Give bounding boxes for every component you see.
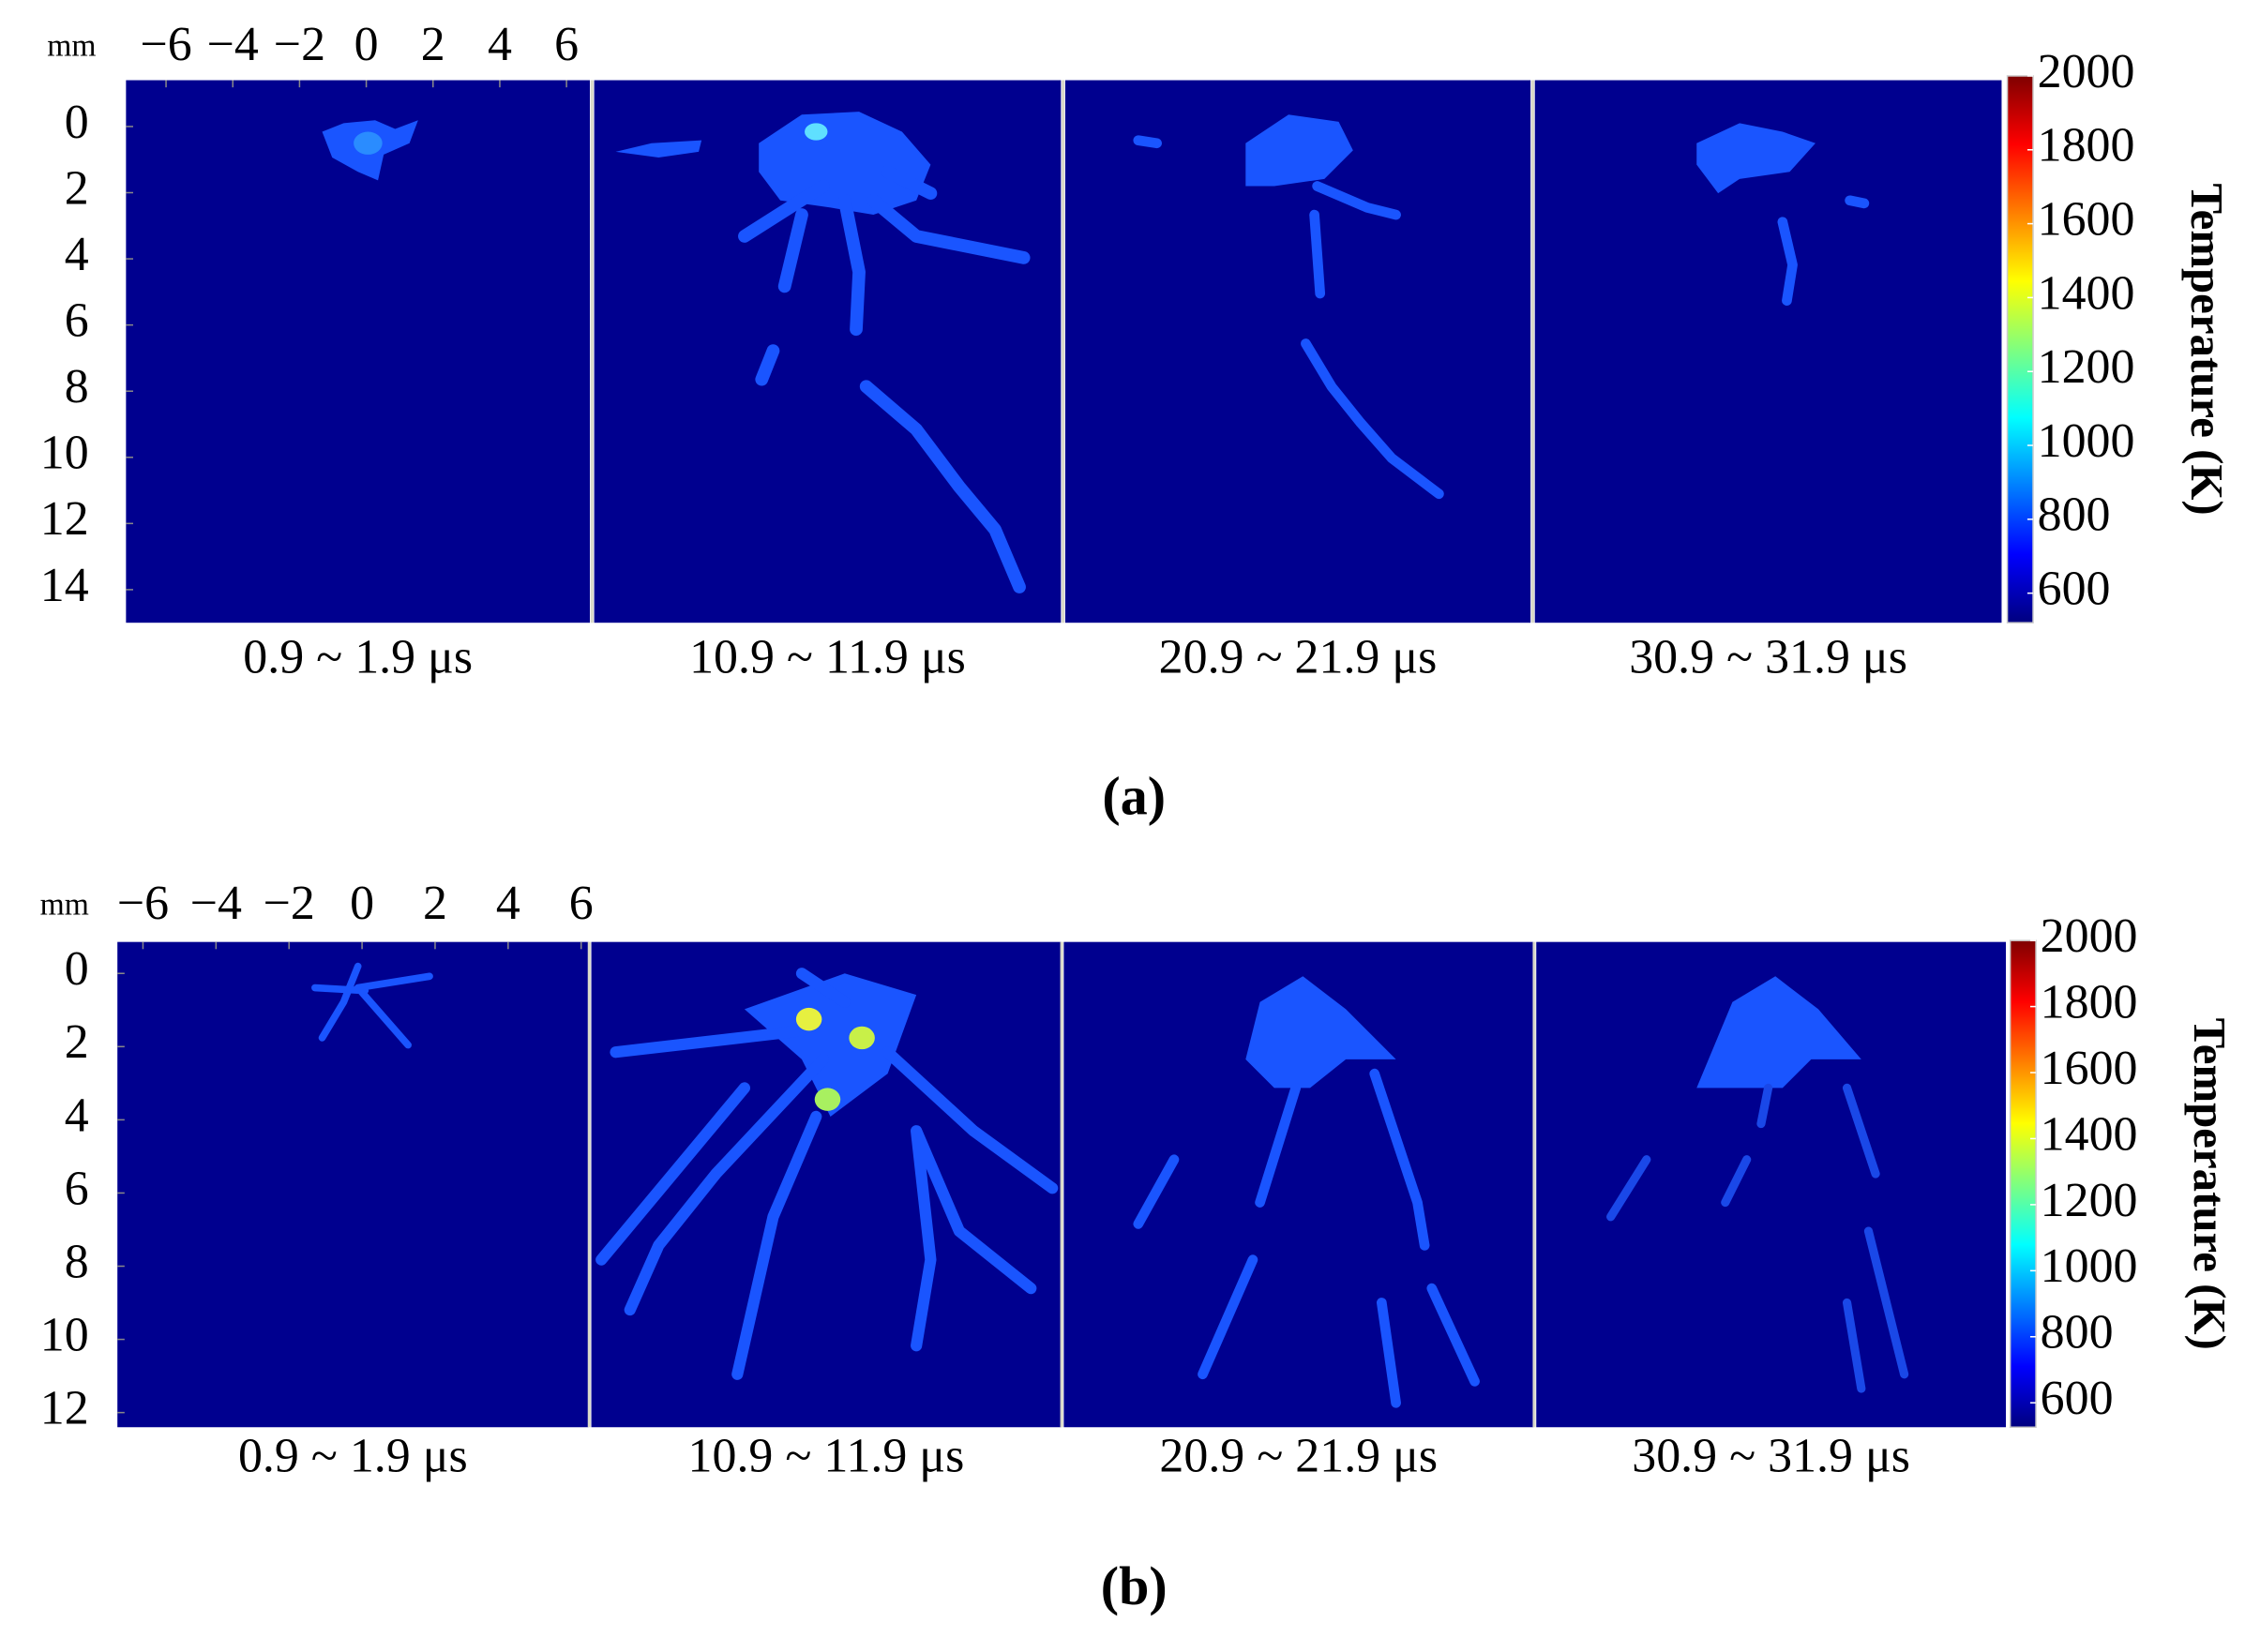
panel-label: (a) [1102,765,1166,826]
y-tick-label: 6 [65,1162,89,1215]
colorbar-tick-label: 600 [2038,563,2111,616]
frame-time-label: 10.9 ~ 11.9 μs [689,630,966,683]
frame-time-label: 20.9 ~ 21.9 μs [1159,1429,1438,1482]
colorbar-tick-label: 800 [2041,1306,2114,1359]
colorbar-tick-label: 1800 [2038,119,2135,173]
y-tick-label: 2 [65,1015,89,1069]
colorbar-tick-label: 1400 [2038,266,2135,320]
y-tick-label: 6 [65,294,89,348]
colorbar-tick-label: 1200 [2038,340,2135,394]
frame-time-label: 0.9 ~ 1.9 μs [238,1429,468,1482]
frame-time-label: 20.9 ~ 21.9 μs [1159,630,1438,683]
x-tick-label: −4 [207,18,259,71]
colorbar-tick-label: 2000 [2038,45,2135,98]
frame-time-label: 0.9 ~ 1.9 μs [243,630,473,683]
y-tick-label: 8 [65,360,89,413]
y-tick-label: 10 [40,427,89,480]
y-tick-label: 12 [40,492,89,546]
colorbar-tick-label: 800 [2038,488,2111,542]
colorbar-tick-label: 1600 [2038,193,2135,247]
x-tick-label: −4 [190,877,242,930]
colorbar [2009,939,2037,1429]
colorbar-tick-label: 1000 [2041,1239,2138,1293]
x-tick-label: 2 [423,877,447,930]
x-tick-label: −2 [274,18,325,71]
x-tick-label: −6 [117,877,169,930]
y-tick-label: 0 [65,942,89,996]
axis-unit: mm [40,888,89,923]
y-tick-label: 12 [40,1382,89,1435]
colorbar-tick-label: 600 [2041,1372,2114,1425]
y-tick-label: 4 [65,228,89,281]
x-tick-label: 4 [496,877,520,930]
heatmap-frame [117,941,589,1428]
colorbar-tick-label: 1800 [2041,975,2138,1029]
frame-time-label: 30.9 ~ 31.9 μs [1629,630,1907,683]
y-tick-label: 0 [65,96,89,149]
colorbar-tick-label: 1600 [2041,1042,2138,1095]
x-tick-label: −2 [264,877,315,930]
frame-time-label: 10.9 ~ 11.9 μs [688,1429,965,1482]
colorbar-label: Temperature (K) [2181,184,2233,516]
y-tick-label: 14 [40,559,89,612]
x-tick-label: 0 [354,18,379,71]
y-tick-label: 10 [40,1308,89,1361]
x-tick-label: 0 [350,877,374,930]
axis-unit: mm [47,29,96,64]
y-tick-label: 8 [65,1235,89,1288]
colorbar-tick-label: 2000 [2041,909,2138,963]
y-tick-label: 4 [65,1089,89,1142]
frame-time-label: 30.9 ~ 31.9 μs [1632,1429,1910,1482]
field-shapes [311,112,1909,1408]
colorbar-tick-label: 1400 [2041,1107,2138,1161]
colorbar-tick-label: 1200 [2041,1174,2138,1227]
annotations: 0.9 ~ 1.9 μs 10.9 ~ 11.9 μs 20.9 ~ 21.9 μs… [40,18,2236,1616]
colorbar-label: Temperature (K) [2184,1018,2236,1350]
x-tick-label: 6 [569,877,594,930]
x-tick-label: 4 [488,18,512,71]
x-tick-label: 6 [554,18,579,71]
x-tick-label: 2 [421,18,445,71]
colorbar-tick-label: 1000 [2038,414,2135,468]
y-tick-label: 2 [65,161,89,215]
panel-label: (b) [1101,1555,1168,1616]
x-tick-label: −6 [140,18,191,71]
colorbar [2006,75,2034,623]
